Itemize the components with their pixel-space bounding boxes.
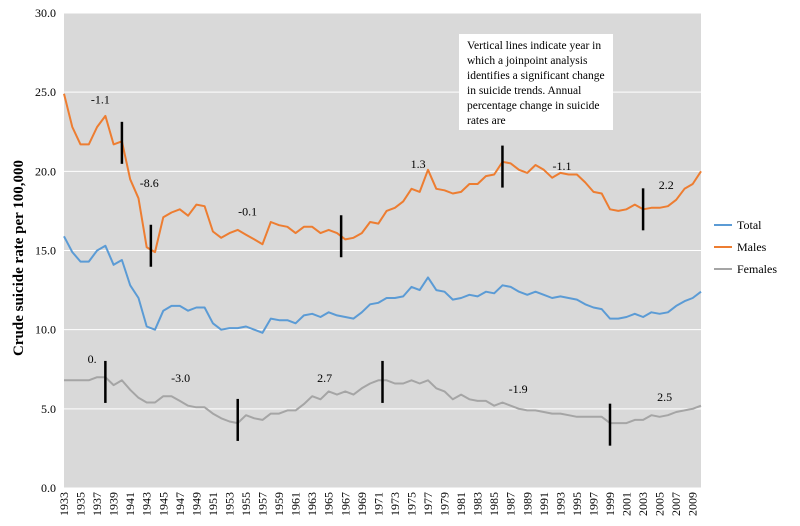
y-axis-label: Crude suicide rate per 100,000	[11, 160, 27, 356]
rate-annotation: -1.1	[553, 159, 572, 173]
x-tick-label: 1943	[140, 492, 154, 516]
rate-annotation: -1.1	[91, 92, 110, 106]
y-axis-ticks: 0.0 5.0 10.0 15.0 20.0 25.0 30.0	[35, 6, 56, 495]
x-tick-label: 1939	[107, 492, 121, 516]
x-tick-label: 1949	[189, 492, 203, 516]
x-tick-label: 1947	[173, 492, 187, 516]
y-tick-label: 10.0	[35, 323, 56, 337]
x-tick-label: 2005	[653, 492, 667, 516]
x-tick-label: 1941	[123, 492, 137, 516]
x-tick-label: 1977	[421, 492, 435, 516]
x-tick-label: 2007	[669, 492, 683, 516]
x-tick-label: 1981	[454, 492, 468, 516]
x-tick-label: 1999	[603, 492, 617, 516]
x-tick-label: 1965	[322, 492, 336, 516]
rate-annotation: 2.2	[659, 178, 674, 192]
rate-annotations: -1.1 -8.6 -0.1 1.3 -1.1 2.2 0. -3.0 2.7 -1.9 2.5	[88, 92, 674, 404]
x-tick-label: 1997	[586, 492, 600, 516]
x-tick-label: 2009	[686, 492, 700, 516]
x-tick-label: 1983	[471, 492, 485, 516]
x-axis-ticks: 1933 1935 1937 1939 1941 1943 1945 1947 1949 1951…	[57, 492, 700, 516]
rate-annotation: 1.3	[411, 157, 426, 171]
x-tick-label: 1957	[256, 492, 270, 516]
x-tick-label: 1991	[537, 492, 551, 516]
x-tick-label: 1967	[338, 492, 352, 516]
x-tick-label: 1975	[404, 492, 418, 516]
legend-label-total: Total	[737, 218, 762, 232]
x-tick-label: 1961	[289, 492, 303, 516]
y-tick-label: 30.0	[35, 6, 56, 20]
x-tick-label: 1979	[438, 492, 452, 516]
x-tick-label: 1933	[57, 492, 71, 516]
y-tick-label: 0.0	[41, 481, 56, 495]
rate-annotation: 2.5	[657, 390, 672, 404]
joinpoint-markers	[104, 121, 645, 446]
x-tick-label: 1989	[520, 492, 534, 516]
x-tick-label: 1955	[239, 492, 253, 516]
legend-label-males: Males	[737, 240, 767, 254]
y-tick-label: 25.0	[35, 85, 56, 99]
x-tick-label: 1987	[504, 492, 518, 516]
x-tick-label: 1959	[272, 492, 286, 516]
rate-annotation: -0.1	[238, 205, 257, 219]
rate-annotation: -8.6	[140, 176, 159, 190]
x-tick-label: 1973	[388, 492, 402, 516]
rate-annotation: 0.	[88, 352, 97, 366]
x-tick-label: 1993	[553, 492, 567, 516]
rate-annotation: -3.0	[171, 371, 190, 385]
y-tick-label: 20.0	[35, 164, 56, 178]
x-tick-label: 1953	[222, 492, 236, 516]
x-tick-label: 1945	[156, 492, 170, 516]
x-tick-label: 2003	[636, 492, 650, 516]
x-tick-label: 1937	[90, 492, 104, 516]
y-tick-label: 15.0	[35, 244, 56, 258]
x-tick-label: 1963	[305, 492, 319, 516]
x-tick-label: 1935	[74, 492, 88, 516]
x-tick-label: 1951	[206, 492, 220, 516]
y-tick-label: 5.0	[41, 402, 56, 416]
note-box: Vertical lines indicate year in which a …	[459, 34, 613, 130]
x-tick-label: 1995	[570, 492, 584, 516]
x-tick-label: 1985	[487, 492, 501, 516]
rate-annotation: 2.7	[317, 371, 332, 385]
series-line-total	[63, 235, 702, 334]
x-tick-label: 2001	[620, 492, 634, 516]
rate-annotation: -1.9	[509, 382, 528, 396]
x-tick-label: 1969	[355, 492, 369, 516]
series-line-males	[63, 93, 702, 254]
legend-label-females: Females	[737, 262, 777, 276]
x-tick-label: 1971	[371, 492, 385, 516]
legend: Total Males Females	[714, 218, 777, 276]
